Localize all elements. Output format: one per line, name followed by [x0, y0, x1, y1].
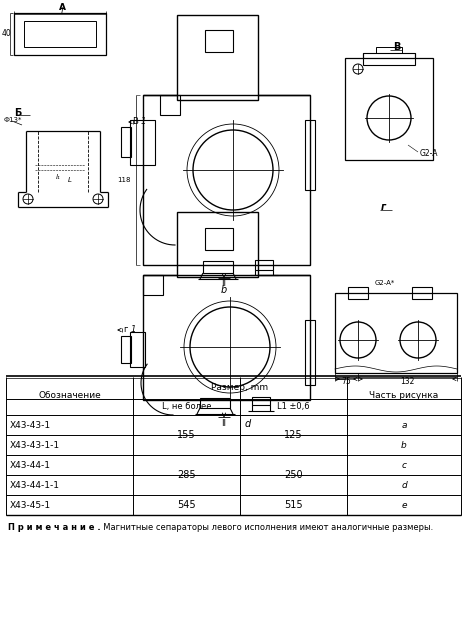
- Bar: [177, 212, 258, 277]
- Bar: [252, 397, 270, 405]
- Text: e: e: [401, 501, 407, 509]
- Text: II: II: [221, 279, 226, 288]
- Bar: [200, 398, 230, 408]
- Text: A: A: [58, 2, 65, 11]
- Text: l₁: l₁: [56, 174, 60, 180]
- Bar: [143, 95, 310, 265]
- Text: G2-A: G2-A: [420, 149, 439, 158]
- Bar: [14, 13, 106, 55]
- Bar: [121, 336, 131, 363]
- Text: 1: 1: [140, 118, 146, 126]
- Bar: [345, 58, 433, 160]
- Text: L1 ±0,6: L1 ±0,6: [277, 402, 310, 411]
- Text: 132: 132: [400, 378, 414, 386]
- Bar: [335, 293, 457, 373]
- Text: В: В: [132, 118, 138, 126]
- Bar: [24, 21, 96, 47]
- Text: г: г: [124, 326, 128, 334]
- Text: Часть рисунка: Часть рисунка: [369, 391, 439, 401]
- Text: 75: 75: [341, 378, 351, 386]
- Text: G2-A*: G2-A*: [375, 280, 395, 286]
- Text: 40: 40: [1, 29, 11, 39]
- Text: Х43-45-1: Х43-45-1: [10, 501, 51, 509]
- Text: 118: 118: [118, 177, 131, 183]
- Bar: [305, 120, 315, 190]
- Text: d: d: [245, 419, 251, 429]
- Bar: [160, 95, 180, 115]
- Bar: [130, 332, 145, 367]
- Bar: [203, 261, 233, 273]
- Text: 545: 545: [177, 500, 196, 510]
- Bar: [205, 228, 233, 250]
- Text: 250: 250: [284, 470, 303, 480]
- Text: L, не более: L, не более: [162, 402, 211, 411]
- Text: 155: 155: [177, 430, 196, 440]
- Text: Ф13*: Ф13*: [4, 117, 22, 123]
- Text: II: II: [221, 419, 226, 429]
- Text: Х43-44-1: Х43-44-1: [10, 461, 51, 469]
- Bar: [177, 15, 258, 100]
- Text: Магнитные сепараторы левого исполнения имеют аналогичные размеры.: Магнитные сепараторы левого исполнения и…: [98, 524, 433, 532]
- Bar: [143, 275, 310, 400]
- Text: d: d: [401, 481, 407, 489]
- Text: a: a: [401, 421, 407, 429]
- Bar: [412, 287, 432, 299]
- Bar: [376, 47, 402, 53]
- Bar: [305, 320, 315, 385]
- Text: 285: 285: [177, 470, 196, 480]
- Bar: [363, 53, 415, 65]
- Text: b: b: [221, 285, 227, 295]
- Text: Размер, mm: Размер, mm: [212, 384, 269, 392]
- Text: b: b: [401, 441, 407, 449]
- Text: В: В: [393, 42, 400, 52]
- Text: c: c: [402, 461, 406, 469]
- Text: 125: 125: [284, 430, 303, 440]
- Bar: [205, 30, 233, 52]
- Bar: [130, 120, 155, 165]
- Text: Б: Б: [14, 108, 21, 118]
- Text: l: l: [61, 8, 63, 16]
- Text: Х43-43-1: Х43-43-1: [10, 421, 51, 429]
- Text: L: L: [68, 177, 72, 183]
- Bar: [348, 287, 368, 299]
- Text: г: г: [381, 202, 386, 212]
- Text: Х43-44-1-1: Х43-44-1-1: [10, 481, 60, 489]
- Bar: [121, 127, 131, 157]
- Text: П р и м е ч а н и е .: П р и м е ч а н и е .: [8, 524, 100, 532]
- Bar: [255, 260, 273, 270]
- Text: Обозначение: Обозначение: [38, 391, 101, 401]
- Text: Х43-43-1-1: Х43-43-1-1: [10, 441, 60, 449]
- Text: 1: 1: [130, 326, 136, 334]
- Text: 515: 515: [284, 500, 303, 510]
- Bar: [143, 275, 163, 295]
